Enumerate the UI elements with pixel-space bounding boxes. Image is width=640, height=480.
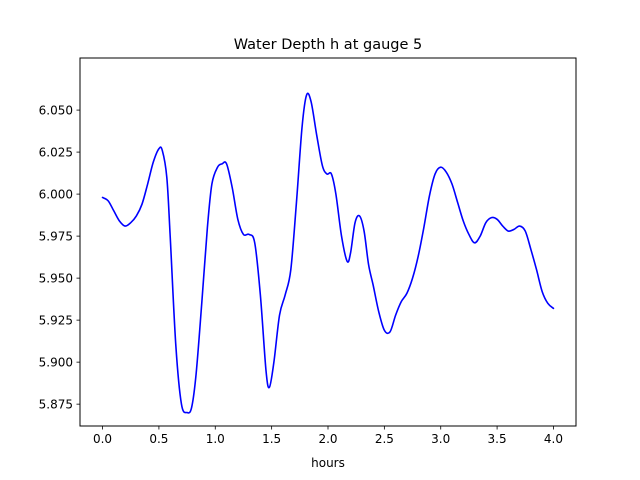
series-line [101,92,555,414]
y-tick-label: 5.975 [39,229,73,243]
x-tick-label: 1.5 [262,432,281,446]
x-axis: 0.0 0.5 1.0 1.5 2.0 2.5 3.0 3.5 4.0 [93,426,563,446]
y-tick-label: 5.900 [39,355,73,369]
y-tick-label: 5.925 [39,313,73,327]
plot-area [101,92,555,414]
x-tick-label: 0.0 [93,432,112,446]
x-tick-label: 3.5 [488,432,507,446]
y-tick-label: 5.875 [39,397,73,411]
y-tick-label: 6.025 [39,145,73,159]
x-tick-label: 1.0 [206,432,225,446]
chart-title: Water Depth h at gauge 5 [234,37,422,53]
x-tick-label: 2.5 [375,432,394,446]
y-tick-label: 6.000 [39,187,73,201]
y-tick-label: 5.950 [39,271,73,285]
x-tick-label: 0.5 [149,432,168,446]
plot-frame [79,57,577,427]
x-axis-label: hours [311,456,345,470]
y-tick-label: 6.050 [39,103,73,117]
x-tick-label: 4.0 [544,432,563,446]
y-axis: 5.875 5.900 5.925 5.950 5.975 6.000 6.025 6.050 [39,103,80,411]
x-tick-label: 3.0 [431,432,450,446]
x-tick-label: 2.0 [318,432,337,446]
